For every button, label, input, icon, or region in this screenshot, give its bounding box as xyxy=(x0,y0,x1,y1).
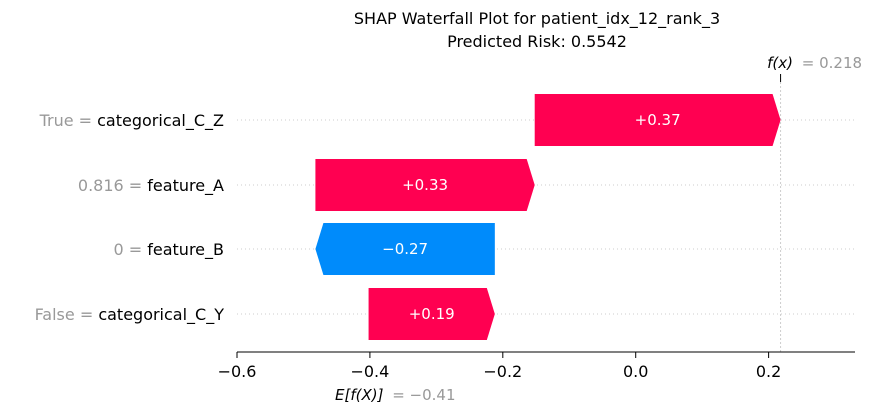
feature-name: categorical_C_Z xyxy=(97,111,224,131)
feature-label-feature_B: 0 = feature_B xyxy=(113,240,224,260)
bar-value-label: −0.27 xyxy=(382,240,428,258)
feature-value: False = xyxy=(35,305,99,324)
output-value: = 0.218 xyxy=(802,54,862,72)
feature-labels: True = categorical_C_Z0.816 = feature_A0… xyxy=(35,111,225,325)
feature-value: 0.816 = xyxy=(78,176,147,195)
feature-label-categorical_C_Z: True = categorical_C_Z xyxy=(39,111,224,131)
base-value: = −0.41 xyxy=(392,386,455,404)
base-label: E[f(X)] xyxy=(335,386,384,404)
x-tick-label: −0.6 xyxy=(218,362,257,381)
chart-subtitle: Predicted Risk: 0.5542 xyxy=(447,32,627,51)
feature-name: categorical_C_Y xyxy=(98,305,224,325)
feature-label-feature_A: 0.816 = feature_A xyxy=(78,176,224,196)
bar-value-label: +0.33 xyxy=(402,176,448,194)
x-tick-label: −0.2 xyxy=(483,362,522,381)
chart-title: SHAP Waterfall Plot for patient_idx_12_r… xyxy=(354,9,720,29)
waterfall-bar-categorical_C_Y xyxy=(368,288,495,340)
x-tick-label: −0.4 xyxy=(350,362,389,381)
feature-name: feature_A xyxy=(147,176,224,196)
output-label: f(x) xyxy=(767,54,793,72)
bar-value-label: +0.19 xyxy=(409,305,455,323)
x-tick-label: 0.0 xyxy=(623,362,648,381)
output-value-annotation: f(x) = 0.218 xyxy=(767,54,862,72)
waterfall-bar-categorical_C_Z xyxy=(534,94,781,146)
x-axis-ticks: −0.6 −0.4 −0.2 0.0 0.2 xyxy=(218,352,781,381)
bar-value-label: +0.37 xyxy=(635,111,681,129)
bars-layer: +0.37 +0.33 −0.27 +0.19 xyxy=(315,94,781,340)
feature-name: feature_B xyxy=(147,240,224,260)
feature-value: True = xyxy=(39,111,98,130)
waterfall-bar-feature_A xyxy=(315,159,535,211)
x-tick-label: 0.2 xyxy=(756,362,781,381)
waterfall-bar-feature_B xyxy=(315,223,495,275)
feature-value: 0 = xyxy=(113,240,147,259)
feature-label-categorical_C_Y: False = categorical_C_Y xyxy=(35,305,225,325)
base-value-annotation: E[f(X)] = −0.41 xyxy=(335,386,456,404)
